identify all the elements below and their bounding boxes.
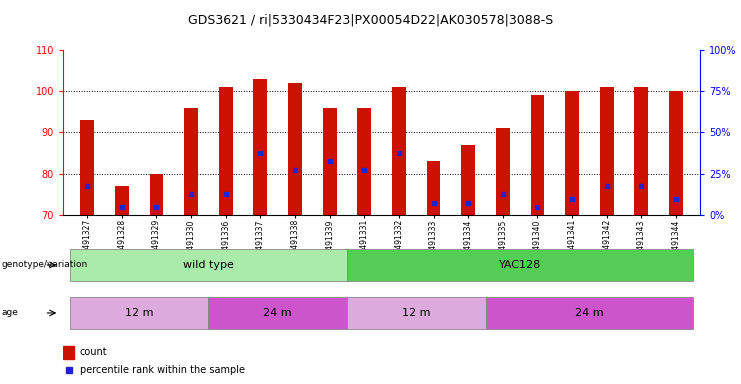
Bar: [357, 108, 371, 215]
Text: YAC128: YAC128: [499, 260, 541, 270]
Text: 24 m: 24 m: [575, 308, 604, 318]
Bar: [253, 79, 268, 215]
Bar: [80, 120, 94, 215]
Text: genotype/variation: genotype/variation: [1, 260, 87, 270]
Bar: [288, 83, 302, 215]
Bar: [485, 297, 694, 328]
Text: 12 m: 12 m: [402, 308, 431, 318]
Bar: [669, 91, 683, 215]
Text: count: count: [80, 347, 107, 358]
Bar: [70, 297, 208, 328]
Bar: [427, 161, 440, 215]
Text: wild type: wild type: [183, 260, 234, 270]
Bar: [347, 250, 694, 280]
Bar: [461, 145, 475, 215]
Bar: [347, 297, 485, 328]
Bar: [208, 297, 347, 328]
Bar: [70, 250, 347, 280]
Bar: [185, 108, 198, 215]
Bar: [565, 91, 579, 215]
Bar: [323, 108, 336, 215]
Bar: [219, 87, 233, 215]
Bar: [496, 128, 510, 215]
Bar: [531, 95, 545, 215]
Text: percentile rank within the sample: percentile rank within the sample: [80, 364, 245, 375]
Text: GDS3621 / ri|5330434F23|PX00054D22|AK030578|3088-S: GDS3621 / ri|5330434F23|PX00054D22|AK030…: [188, 13, 553, 26]
Bar: [392, 87, 406, 215]
Bar: [634, 87, 648, 215]
Text: 12 m: 12 m: [125, 308, 153, 318]
Bar: [115, 186, 129, 215]
Text: 24 m: 24 m: [263, 308, 292, 318]
Bar: [63, 346, 74, 359]
Bar: [599, 87, 614, 215]
Bar: [150, 174, 164, 215]
Text: age: age: [1, 308, 19, 318]
